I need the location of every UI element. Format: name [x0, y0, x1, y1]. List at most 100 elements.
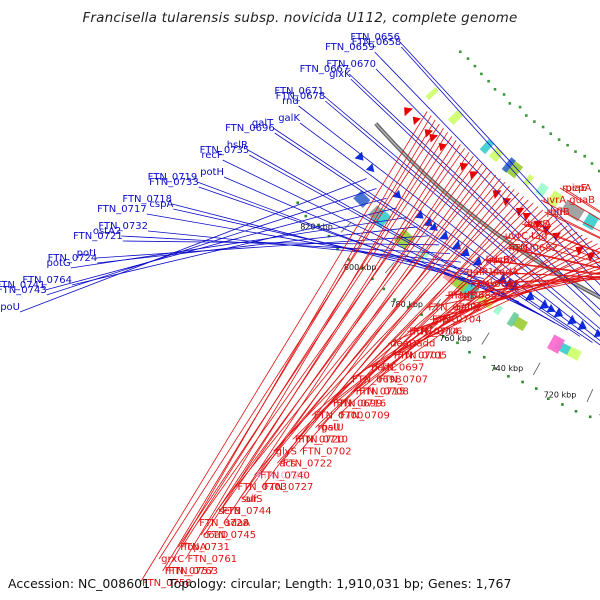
outer-gene-label[interactable]: FTN_0717 — [97, 204, 147, 215]
inner-gene-label[interactable]: rpsU — [318, 422, 341, 433]
outer-gene-label[interactable]: FTN_0764 — [22, 275, 72, 286]
outer-gene-label[interactable]: FTN_0724 — [48, 253, 98, 264]
inner-gene-label[interactable]: secA — [528, 219, 552, 230]
inner-gene-label[interactable]: galP1 — [467, 267, 495, 278]
inner-gene-label[interactable]: nadC — [371, 363, 397, 374]
inner-gene-label[interactable]: FTN_0710 — [298, 434, 348, 445]
inner-gene-label[interactable]: kdsB — [486, 255, 510, 266]
outer-gene-label[interactable]: FTN_0733 — [149, 177, 199, 188]
inner-gene-label[interactable]: FTN_0682 — [508, 243, 558, 254]
outer-gene-label[interactable]: recF — [201, 150, 223, 161]
inner-gene-label[interactable]: fopA — [184, 542, 207, 553]
inner-gene-label[interactable]: FTN_0706 — [413, 327, 463, 338]
inner-gene-label[interactable]: coaD — [203, 530, 229, 541]
inner-gene-label[interactable]: uvrA — [543, 195, 566, 206]
outer-gene-label[interactable]: FTN_0735 — [200, 145, 250, 156]
outer-gene-label[interactable]: FTN_0696 — [225, 123, 275, 134]
inner-gene-label[interactable]: acs — [279, 458, 296, 469]
inner-gene-label[interactable]: nadA — [493, 267, 519, 278]
inner-gene-label[interactable]: FTN_0726 — [257, 470, 307, 481]
inner-gene-label[interactable]: FTN_0740 — [260, 470, 310, 481]
outer-gene-label[interactable]: cspA — [149, 199, 173, 210]
inner-gene-label[interactable]: FTN_0763 — [168, 566, 218, 577]
inner-gene-label[interactable]: deaD — [390, 339, 417, 350]
inner-gene-label[interactable]: FTN_0744 — [222, 506, 272, 517]
inner-gene-label[interactable]: FTN_0758 — [142, 578, 192, 589]
inner-gene-label[interactable]: FTN_0716 — [337, 398, 387, 409]
inner-gene-label[interactable]: hflB — [550, 207, 570, 218]
inner-gene-label[interactable]: FTN_0702 — [302, 446, 352, 457]
outer-gene-label[interactable]: FTN_0671 — [274, 86, 324, 97]
outer-gene-label[interactable]: FTN_0659 — [325, 42, 375, 53]
inner-gene-label[interactable]: deoD — [524, 219, 551, 230]
inner-gene-label[interactable]: serB — [218, 506, 240, 517]
inner-gene-label[interactable]: alr — [245, 494, 259, 505]
inner-gene-label[interactable]: grxC — [161, 554, 184, 565]
outer-gene-label[interactable]: FTN_0656 — [350, 32, 400, 43]
inner-gene-label[interactable]: FTN_0727 — [264, 482, 314, 493]
inner-gene-label[interactable]: FTN_0697 — [375, 363, 425, 374]
inner-gene-label[interactable]: FTN_0709 — [340, 410, 390, 421]
inner-gene-label[interactable]: FTN_0684 — [448, 291, 498, 302]
inner-gene-label[interactable]: FTN_0699 — [333, 399, 383, 410]
outer-gene-label[interactable]: FTN_0721 — [73, 231, 123, 242]
outer-gene-label[interactable]: hslR — [227, 140, 248, 151]
inner-gene-label[interactable]: FTN_0714 — [409, 327, 459, 338]
outer-gene-label[interactable]: FTN_0732 — [98, 221, 148, 232]
inner-gene-label[interactable]: galP2 — [455, 303, 483, 314]
inner-gene-label[interactable]: FTN_0705 — [398, 351, 448, 362]
inner-gene-label[interactable]: gmk — [474, 279, 496, 290]
inner-gene-label[interactable]: rplU — [512, 243, 533, 254]
outer-gene-label[interactable]: spoU — [0, 302, 20, 313]
inner-gene-label[interactable]: tag — [531, 231, 547, 242]
outer-gene-label[interactable]: FTN_0719 — [148, 172, 198, 183]
outer-gene-label[interactable]: FTN_0678 — [276, 91, 326, 102]
outer-gene-label[interactable]: potG — [47, 258, 71, 269]
inner-gene-label[interactable]: miaE — [562, 183, 587, 194]
inner-gene-label[interactable]: FTN_0761 — [188, 554, 238, 565]
inner-gene-label[interactable]: rpmA — [489, 255, 516, 266]
inner-gene-label[interactable]: sdaA — [226, 518, 251, 529]
inner-gene-label[interactable]: sufS — [241, 494, 262, 505]
inner-gene-label[interactable]: pepA — [566, 183, 592, 194]
inner-gene-label[interactable]: FTN_0757 — [165, 566, 215, 577]
inner-gene-label[interactable]: FTN_0715 — [356, 387, 406, 398]
inner-gene-label[interactable]: FTN_0704 — [432, 315, 482, 326]
outer-gene-label[interactable]: FTN_0667 — [300, 64, 350, 75]
inner-gene-label[interactable]: FTN_0701 — [394, 351, 444, 362]
inner-gene-label[interactable]: uvrC — [505, 231, 528, 242]
outer-gene-label[interactable]: galT — [252, 118, 274, 129]
outer-gene-label[interactable]: FTN_0718 — [122, 194, 172, 205]
inner-gene-label[interactable]: FTN_0720 — [295, 434, 345, 445]
outer-gene-label[interactable]: galK — [278, 113, 300, 124]
inner-gene-label[interactable]: FTN_0698 — [352, 375, 402, 386]
outer-gene-label[interactable]: FTN_0658 — [352, 37, 402, 48]
inner-gene-label[interactable]: ppiC — [436, 315, 458, 326]
inner-gene-label[interactable]: glyS — [276, 446, 297, 457]
outer-gene-label[interactable]: potH — [200, 167, 224, 178]
outer-gene-label[interactable]: potI — [77, 248, 96, 259]
inner-gene-label[interactable]: add — [417, 339, 436, 350]
inner-gene-label[interactable]: galU — [321, 422, 344, 433]
inner-gene-label[interactable]: FTN_0731 — [180, 542, 230, 553]
outer-gene-label[interactable]: rnd — [282, 96, 299, 107]
inner-gene-label[interactable]: FTN_0700 — [314, 410, 364, 421]
inner-gene-label[interactable]: guaB — [569, 195, 595, 206]
inner-gene-label[interactable]: FTN_0728 — [199, 518, 249, 529]
outer-gene-label[interactable]: ostA2 — [93, 226, 121, 237]
outer-gene-label[interactable]: glxK — [329, 69, 351, 80]
inner-gene-label[interactable]: FTN_0707 — [378, 375, 428, 386]
inner-gene-label[interactable]: nadB — [451, 291, 477, 302]
gc-dot — [598, 169, 600, 173]
inner-gene-label[interactable]: FTN_0708 — [359, 387, 409, 398]
inner-gene-label[interactable]: FTN_0722 — [283, 458, 333, 469]
outer-label-leader — [274, 132, 581, 337]
inner-gene-label[interactable]: FTN_0703 — [238, 482, 288, 493]
inner-gene-label[interactable]: pgi — [547, 207, 562, 218]
outer-gene-label[interactable]: FTN_0670 — [326, 59, 376, 70]
inner-gene-label[interactable]: FTN_0681 — [470, 279, 520, 290]
outer-gene-label[interactable]: FTN_0743 — [0, 285, 47, 296]
outer-gene-label[interactable]: FTN_0741 — [0, 280, 45, 291]
inner-gene-label[interactable]: FTN_0745 — [207, 530, 257, 541]
inner-gene-label[interactable]: FTN_0711 — [428, 303, 478, 314]
